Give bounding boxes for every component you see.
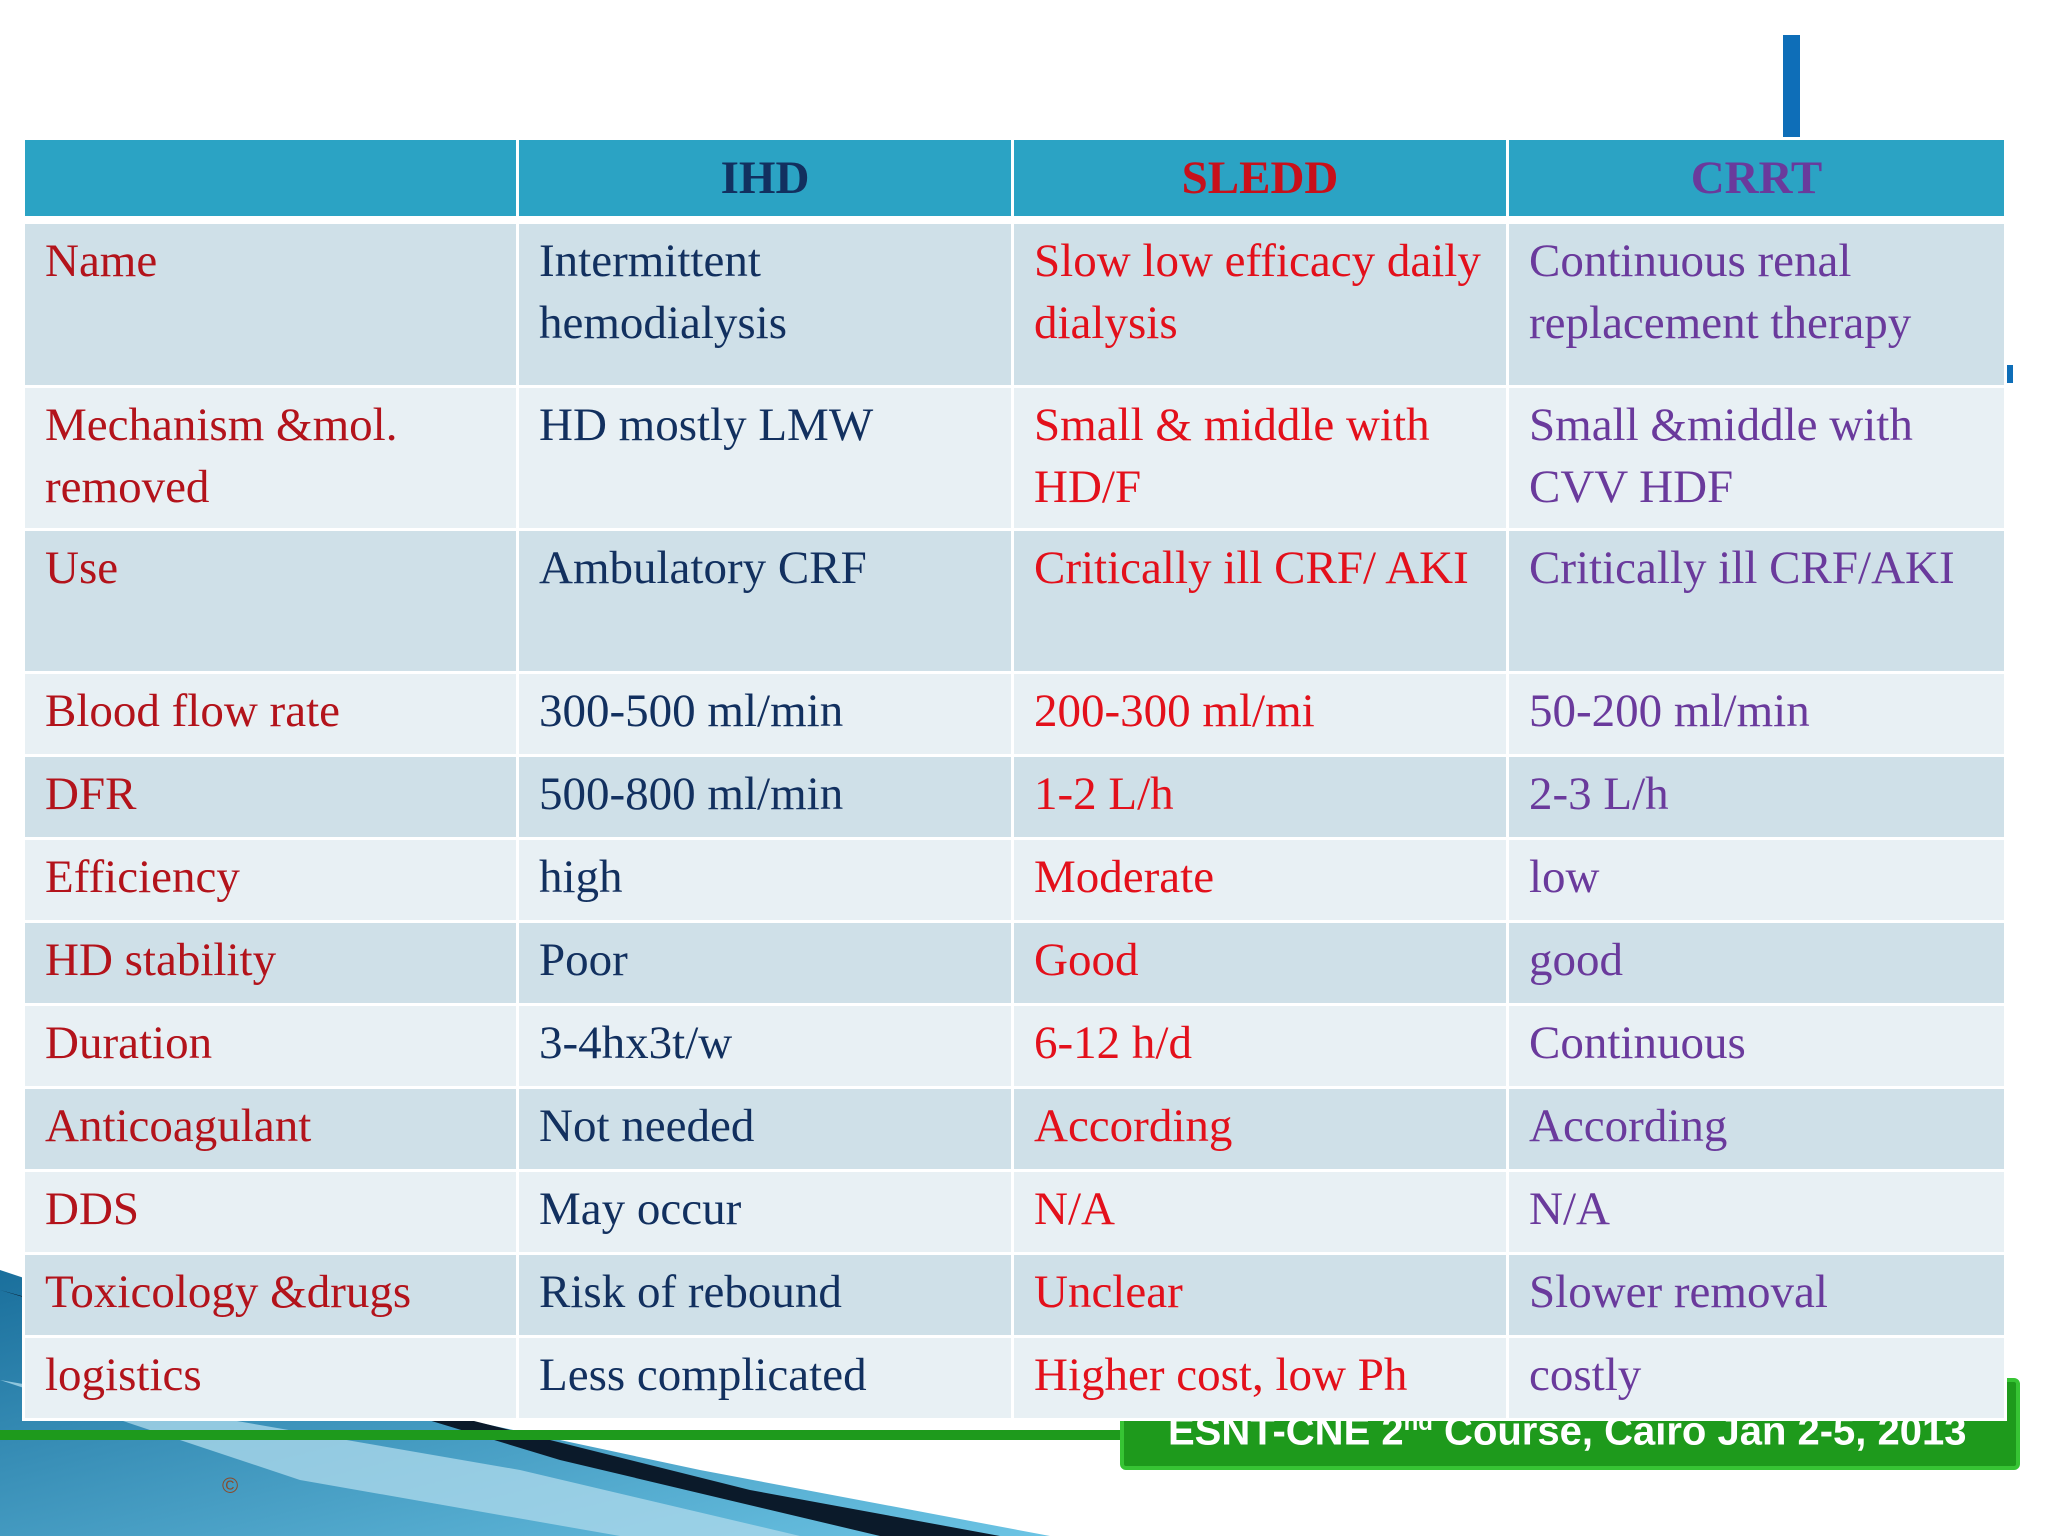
cell-ihd: HD mostly LMW xyxy=(516,384,1014,531)
cell-ihd: high xyxy=(516,836,1014,923)
cell-sledd: N/A xyxy=(1011,1168,1509,1255)
decorative-tick xyxy=(2004,365,2013,383)
cell-ihd: 3-4hx3t/w xyxy=(516,1002,1014,1089)
row-label: Anticoagulant xyxy=(22,1085,519,1172)
table-row: DDS May occur N/A N/A xyxy=(22,1168,2007,1255)
cell-sledd: Small & middle with HD/F xyxy=(1011,384,1509,531)
cell-crrt: Continuous xyxy=(1506,1002,2007,1089)
cell-sledd: Slow low efficacy daily dialysis xyxy=(1011,218,1509,388)
row-label: Name xyxy=(22,218,519,388)
decorative-bar xyxy=(1783,35,1800,140)
cell-sledd: 6-12 h/d xyxy=(1011,1002,1509,1089)
table-row: HD stability Poor Good good xyxy=(22,919,2007,1006)
cell-ihd: Less complicated xyxy=(516,1334,1014,1421)
cell-ihd: 300-500 ml/min xyxy=(516,670,1014,757)
row-label: Toxicology &drugs xyxy=(22,1251,519,1338)
table-row: Toxicology &drugs Risk of rebound Unclea… xyxy=(22,1251,2007,1338)
cell-crrt: costly xyxy=(1506,1334,2007,1421)
cell-sledd: 200-300 ml/mi xyxy=(1011,670,1509,757)
cell-crrt: 2-3 L/h xyxy=(1506,753,2007,840)
decorative-swoosh xyxy=(0,1270,1990,1536)
cell-crrt: Continuous renal replacement therapy xyxy=(1506,218,2007,388)
header-empty xyxy=(22,137,519,224)
row-label: Mechanism &mol. removed xyxy=(22,384,519,531)
cell-sledd: Higher cost, low Ph xyxy=(1011,1334,1509,1421)
cell-crrt: Slower removal xyxy=(1506,1251,2007,1338)
cell-sledd: Critically ill CRF/ AKI xyxy=(1011,527,1509,674)
row-label: Efficiency xyxy=(22,836,519,923)
table-row: Mechanism &mol. removed HD mostly LMW Sm… xyxy=(22,384,2007,531)
table-row: Name Intermittent hemodialysis Slow low … xyxy=(22,218,2007,388)
cell-ihd: Not needed xyxy=(516,1085,1014,1172)
header-ihd: IHD xyxy=(516,137,1014,224)
row-label: logistics xyxy=(22,1334,519,1421)
header-sledd: SLEDD xyxy=(1011,137,1509,224)
table-row: logistics Less complicated Higher cost, … xyxy=(22,1334,2007,1421)
cell-crrt: Critically ill CRF/AKI xyxy=(1506,527,2007,674)
cell-crrt: 50-200 ml/min xyxy=(1506,670,2007,757)
cell-ihd: May occur xyxy=(516,1168,1014,1255)
cell-sledd: According xyxy=(1011,1085,1509,1172)
cell-ihd: Ambulatory CRF xyxy=(516,527,1014,674)
row-label: HD stability xyxy=(22,919,519,1006)
row-label: DFR xyxy=(22,753,519,840)
row-label: Blood flow rate xyxy=(22,670,519,757)
table-row: Efficiency high Moderate low xyxy=(22,836,2007,923)
row-label: DDS xyxy=(22,1168,519,1255)
copyright-mark: © xyxy=(222,1473,239,1498)
table-row: Blood flow rate 300-500 ml/min 200-300 m… xyxy=(22,670,2007,757)
header-crrt: CRRT xyxy=(1506,137,2007,224)
table-row: DFR 500-800 ml/min 1-2 L/h 2-3 L/h xyxy=(22,753,2007,840)
table-header-row: IHD SLEDD CRRT xyxy=(22,137,2007,224)
cell-ihd: Risk of rebound xyxy=(516,1251,1014,1338)
cell-sledd: Unclear xyxy=(1011,1251,1509,1338)
table-row: Use Ambulatory CRF Critically ill CRF/ A… xyxy=(22,527,2007,674)
cell-ihd: Intermittent hemodialysis xyxy=(516,218,1014,388)
cell-sledd: Good xyxy=(1011,919,1509,1006)
cell-ihd: Poor xyxy=(516,919,1014,1006)
cell-crrt: low xyxy=(1506,836,2007,923)
cell-ihd: 500-800 ml/min xyxy=(516,753,1014,840)
table-row: Anticoagulant Not needed According Accor… xyxy=(22,1085,2007,1172)
row-label: Duration xyxy=(22,1002,519,1089)
cell-sledd: 1-2 L/h xyxy=(1011,753,1509,840)
cell-sledd: Moderate xyxy=(1011,836,1509,923)
comparison-table: IHD SLEDD CRRT Name Intermittent hemodia… xyxy=(22,137,2007,1421)
cell-crrt: N/A xyxy=(1506,1168,2007,1255)
cell-crrt: Small &middle with CVV HDF xyxy=(1506,384,2007,531)
row-label: Use xyxy=(22,527,519,674)
table-row: Duration 3-4hx3t/w 6-12 h/d Continuous xyxy=(22,1002,2007,1089)
cell-crrt: According xyxy=(1506,1085,2007,1172)
cell-crrt: good xyxy=(1506,919,2007,1006)
